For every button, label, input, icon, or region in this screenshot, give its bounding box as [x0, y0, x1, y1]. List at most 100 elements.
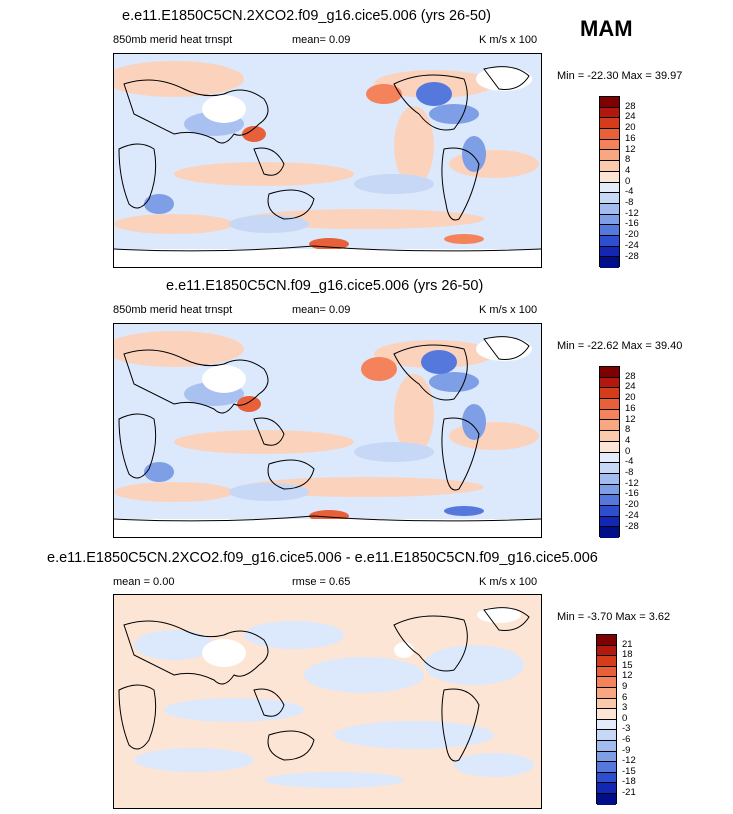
colorbar-tick-label: -21 — [622, 787, 636, 798]
colorbar-tick-label: 24 — [625, 111, 636, 123]
panel-1-colorbar-swatch — [600, 203, 619, 215]
panel-2-colorbar-swatch — [600, 527, 619, 538]
panel-1-colorbar — [599, 96, 620, 268]
panel-2-colorbar-swatch — [600, 484, 619, 496]
colorbar-tick-label: -28 — [625, 250, 639, 262]
panel-3-units-label: K m/s x 100 — [479, 576, 538, 588]
colorbar-tick-label: 20 — [625, 122, 636, 134]
panel-3-colorbar-swatch — [597, 740, 616, 752]
panel-2-mean-label: mean= 0.09 — [292, 304, 351, 316]
panel-3-colorbar-swatch — [597, 677, 616, 688]
colorbar-tick-label: -18 — [622, 776, 636, 788]
colorbar-tick-label: -16 — [625, 488, 639, 500]
panel-2-colorbar-swatch — [600, 441, 619, 453]
panel-3-colorbar — [596, 634, 617, 805]
panel-3-colorbar-swatch — [597, 698, 616, 710]
panel-3-colorbar-swatch — [597, 666, 616, 678]
panel-1-colorbar-swatch — [600, 97, 619, 108]
colorbar-tick-label: 12 — [622, 670, 633, 682]
colorbar-tick-label: -20 — [625, 229, 639, 241]
panel-2-colorbar-swatch — [600, 452, 619, 464]
panel-1-colorbar-swatch — [600, 129, 619, 140]
panel-3-title: e.e11.E1850C5CN.2XCO2.f09_g16.cice5.006 … — [47, 550, 598, 566]
panel-2-minmax-label: Min = -22.62 Max = 39.40 — [557, 340, 683, 352]
panel-1-colorbar-swatch — [600, 150, 619, 162]
panel-2-units-label: K m/s x 100 — [479, 304, 538, 316]
colorbar-tick-label: -8 — [625, 197, 634, 208]
panel-1-colorbar-swatch — [600, 107, 619, 119]
panel-2-colorbar-swatch — [600, 463, 619, 474]
colorbar-tick-label: 6 — [622, 691, 628, 703]
season-label: MAM — [580, 16, 633, 41]
colorbar-tick-label: -28 — [625, 520, 639, 532]
panel-2-colorbar-swatch — [600, 367, 619, 378]
panel-2-colorbar-swatch — [600, 473, 619, 485]
colorbar-tick-label: 20 — [625, 392, 636, 404]
panel-3-minmax-label: Min = -3.70 Max = 3.62 — [557, 611, 671, 623]
colorbar-tick-label: 8 — [625, 424, 631, 436]
panel-1-colorbar-swatch — [600, 225, 619, 236]
colorbar-tick-label: -12 — [625, 207, 639, 219]
colorbar-tick-label: 4 — [625, 164, 631, 176]
panel-1-colorbar-swatch — [600, 118, 619, 130]
panel-1-minmax-label: Min = -22.30 Max = 39.97 — [557, 70, 683, 82]
panel-3-colorbar-swatch — [597, 709, 616, 720]
colorbar-tick-label: -8 — [625, 467, 634, 478]
panel-2-colorbar-swatch — [600, 431, 619, 442]
panel-1-colorbar-swatch — [600, 214, 619, 226]
colorbar-tick-label: 4 — [625, 434, 631, 446]
colorbar-tick-label: 9 — [622, 681, 628, 692]
panel-1-colorbar-swatch — [600, 193, 619, 204]
colorbar-tick-label: 3 — [622, 702, 628, 714]
panel-1-mean-label: mean= 0.09 — [292, 34, 351, 46]
panel-1-units-label: K m/s x 100 — [479, 34, 538, 46]
panel-2-colorbar-swatch — [600, 399, 619, 410]
colorbar-tick-label: 18 — [622, 649, 633, 661]
panel-2-colorbar-swatch — [600, 516, 619, 528]
panel-3-colorbar-swatch — [597, 719, 616, 731]
colorbar-tick-label: 8 — [625, 154, 631, 166]
colorbar-tick-label: 28 — [625, 370, 636, 382]
panel-2-colorbar-swatch — [600, 388, 619, 400]
panel-1-colorbar-swatch — [600, 171, 619, 183]
colorbar-tick-label: -20 — [625, 499, 639, 511]
panel-1-map — [113, 53, 542, 268]
panel-3-colorbar-swatch — [597, 656, 616, 667]
panel-2-colorbar-swatch — [600, 409, 619, 421]
panel-3-colorbar-swatch — [597, 772, 616, 784]
colorbar-tick-label: 15 — [622, 659, 633, 671]
colorbar-tick-label: -24 — [625, 509, 639, 521]
colorbar-tick-label: -4 — [625, 456, 634, 468]
colorbar-tick-label: -9 — [622, 744, 631, 756]
colorbar-tick-label: -24 — [625, 239, 639, 251]
colorbar-tick-label: -4 — [625, 186, 634, 198]
colorbar-tick-label: 12 — [625, 413, 636, 425]
panel-1-variable-label: 850mb merid heat trnspt — [113, 34, 233, 46]
panel-2-colorbar — [599, 366, 620, 538]
colorbar-tick-label: 0 — [625, 175, 631, 187]
panel-3-colorbar-swatch — [597, 635, 616, 646]
colorbar-tick-label: -6 — [622, 734, 631, 745]
panel-3-rmse-label: rmse = 0.65 — [292, 576, 351, 588]
panel-3-mean-label: mean = 0.00 — [113, 576, 175, 588]
panel-2-colorbar-swatch — [600, 377, 619, 389]
panel-1-colorbar-swatch — [600, 257, 619, 268]
colorbar-tick-label: -12 — [625, 477, 639, 489]
colorbar-tick-label: 24 — [625, 381, 636, 393]
colorbar-tick-label: -16 — [625, 218, 639, 230]
colorbar-tick-label: -3 — [622, 723, 631, 735]
panel-1-colorbar-swatch — [600, 182, 619, 194]
colorbar-tick-label: 21 — [622, 638, 633, 650]
panel-2-map — [113, 323, 542, 538]
colorbar-tick-label: 28 — [625, 100, 636, 112]
panel-1-title: e.e11.E1850C5CN.2XCO2.f09_g16.cice5.006 … — [122, 8, 491, 24]
colorbar-tick-label: -12 — [622, 755, 636, 767]
panel-3-colorbar-swatch — [597, 751, 616, 763]
colorbar-tick-label: 16 — [625, 402, 636, 414]
colorbar-tick-label: 16 — [625, 132, 636, 144]
panel-2-colorbar-swatch — [600, 420, 619, 432]
panel-1-colorbar-swatch — [600, 235, 619, 247]
colorbar-tick-label: 0 — [622, 712, 628, 724]
panel-3-colorbar-swatch — [597, 687, 616, 699]
panel-2-colorbar-swatch — [600, 495, 619, 506]
